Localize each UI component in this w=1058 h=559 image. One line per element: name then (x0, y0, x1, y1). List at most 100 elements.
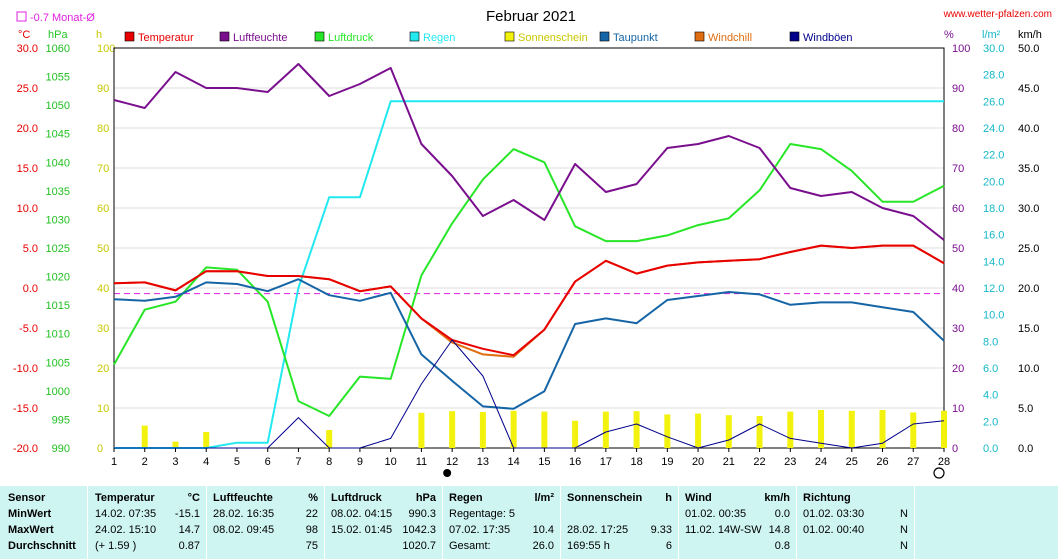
new-moon-icon (443, 469, 452, 477)
temp-title: Temperatur (95, 492, 155, 504)
direction-title: Richtung (803, 492, 851, 504)
humidity-tick-label: 60 (952, 203, 964, 215)
wind-tick-label: 40.0 (1018, 123, 1039, 135)
humidity-tick-label: 90 (952, 83, 964, 95)
sunshine-bar (449, 411, 456, 448)
sun-tick-label: 30 (97, 323, 109, 335)
pressure-title: Luftdruck (331, 492, 382, 504)
sunshine-avg-value: 6 (665, 540, 672, 552)
direction-max-value: N (900, 524, 908, 536)
temp-max-value: 14.7 (178, 524, 200, 536)
x-tick-label: 16 (569, 456, 581, 468)
sun-tick-label: 90 (97, 83, 109, 95)
x-tick-label: 25 (846, 456, 858, 468)
pressure-avg-value: 1020.7 (402, 540, 436, 552)
series-line-temperature (113, 244, 945, 357)
rain-days: Regentage: 5 (449, 508, 516, 520)
website-link[interactable]: www.wetter-pfalzen.com (943, 9, 1052, 20)
sun-tick-label: 80 (97, 123, 109, 135)
stats-sensor-label: Sensor (8, 492, 46, 504)
temp-tick-label: 25.0 (17, 83, 38, 95)
direction-min-value: N (900, 508, 908, 520)
humidity-tick-label: 30 (952, 323, 964, 335)
wind-tick-label: 35.0 (1018, 163, 1039, 175)
wind-tick-label: 20.0 (1018, 283, 1039, 295)
stats-min-label: MinWert (8, 508, 52, 520)
sun-tick-label: 70 (97, 163, 109, 175)
wind-avg-value: 0.8 (774, 540, 790, 552)
sunshine-bar (541, 411, 548, 448)
rain-max-value: 10.4 (532, 524, 554, 536)
legend-label-gusts: Windböen (803, 32, 853, 44)
rain-title: Regen (449, 492, 483, 504)
temp-unit-label: °C (187, 492, 200, 504)
direction-max-time: 01.02. 00:40 (803, 524, 865, 536)
rain-unit-label: l/m² (534, 492, 554, 504)
wind-tick-label: 5.0 (1018, 403, 1033, 415)
pressure-max-value: 1042.3 (402, 524, 436, 536)
sunshine-bar (848, 410, 855, 448)
rain-tick-label: 22.0 (983, 150, 1004, 162)
direction-avg-value: N (900, 540, 908, 552)
stats-max-label: MaxWert (8, 524, 54, 536)
pressure-max-time: 15.02. 01:45 (331, 524, 393, 536)
sunshine-bar (787, 411, 794, 448)
pressure-tick-label: 1015 (46, 300, 70, 312)
x-axis-ticks: 1 2 3 4 5 6 7 8 9 10 11 12 13 14 15 16 17 18 19 20 21 22 23 24 2… (111, 448, 950, 468)
rain-tick-label: 2.0 (983, 416, 998, 428)
x-tick-label: 27 (907, 456, 919, 468)
pressure-tick-label: 1050 (46, 100, 70, 112)
temp-tick-label: 5.0 (23, 243, 38, 255)
x-tick-label: 11 (416, 456, 427, 468)
legend-label-dewpoint: Taupunkt (613, 32, 658, 44)
sunshine-bar (756, 416, 763, 448)
x-tick-label: 18 (630, 456, 642, 468)
pressure-tick-label: 1030 (46, 214, 70, 226)
sun-tick-label: 100 (97, 43, 115, 55)
sunshine-max-time: 28.02. 17:25 (567, 524, 629, 536)
sun-unit: h (96, 29, 102, 41)
humidity-tick-label: 80 (952, 123, 964, 135)
x-tick-label: 17 (600, 456, 612, 468)
x-tick-label: 14 (508, 456, 520, 468)
rain-tick-label: 30.0 (983, 43, 1004, 55)
x-tick-label: 19 (661, 456, 673, 468)
stats-panel: Sensor MinWert MaxWert Durchschnitt Temp… (0, 486, 1058, 559)
x-tick-label: 2 (142, 456, 148, 468)
x-tick-label: 9 (357, 456, 363, 468)
rain-tick-label: 14.0 (983, 256, 1004, 268)
sun-tick-label: 60 (97, 203, 109, 215)
rain-max-time: 07.02. 17:35 (449, 524, 511, 536)
humidity-tick-label: 0 (952, 443, 958, 455)
wind-tick-label: 10.0 (1018, 363, 1039, 375)
temp-avg-value: 0.87 (178, 540, 200, 552)
legend: Temperatur Luftfeuchte Luftdruck Regen Sonne… (124, 31, 853, 44)
rain-tick-label: 28.0 (983, 70, 1004, 82)
pressure-tick-label: 1045 (46, 129, 70, 141)
pressure-tick-label: 990 (52, 443, 70, 455)
sunshine-bar (572, 420, 579, 448)
wind-min-value: 0.0 (774, 508, 790, 520)
sunshine-bar (479, 412, 486, 448)
humidity-title: Luftfeuchte (213, 492, 273, 504)
legend-label-pressure: Luftdruck (328, 32, 374, 44)
series-line-pressure (113, 143, 945, 417)
stats-avg-label: Durchschnitt (8, 540, 76, 552)
x-tick-label: 20 (692, 456, 704, 468)
sun-tick-label: 0 (97, 443, 103, 455)
legend-swatch-rain (409, 31, 420, 42)
rain-tick-label: 10.0 (983, 310, 1004, 322)
temp-max-time: 24.02. 15:10 (95, 524, 157, 536)
rain-total-value: 26.0 (532, 540, 554, 552)
wind-tick-label: 30.0 (1018, 203, 1039, 215)
temp-tick-label: 20.0 (17, 123, 38, 135)
rain-tick-label: 0.0 (983, 443, 998, 455)
rain-tick-label: 18.0 (983, 203, 1004, 215)
x-tick-label: 5 (234, 456, 240, 468)
legend-label-temperature: Temperatur (138, 32, 194, 44)
x-tick-label: 7 (295, 456, 301, 468)
x-tick-label: 8 (326, 456, 332, 468)
sunshine-bar (695, 413, 702, 448)
legend-swatch-gusts (789, 31, 800, 42)
wind-unit-label: km/h (764, 492, 790, 504)
